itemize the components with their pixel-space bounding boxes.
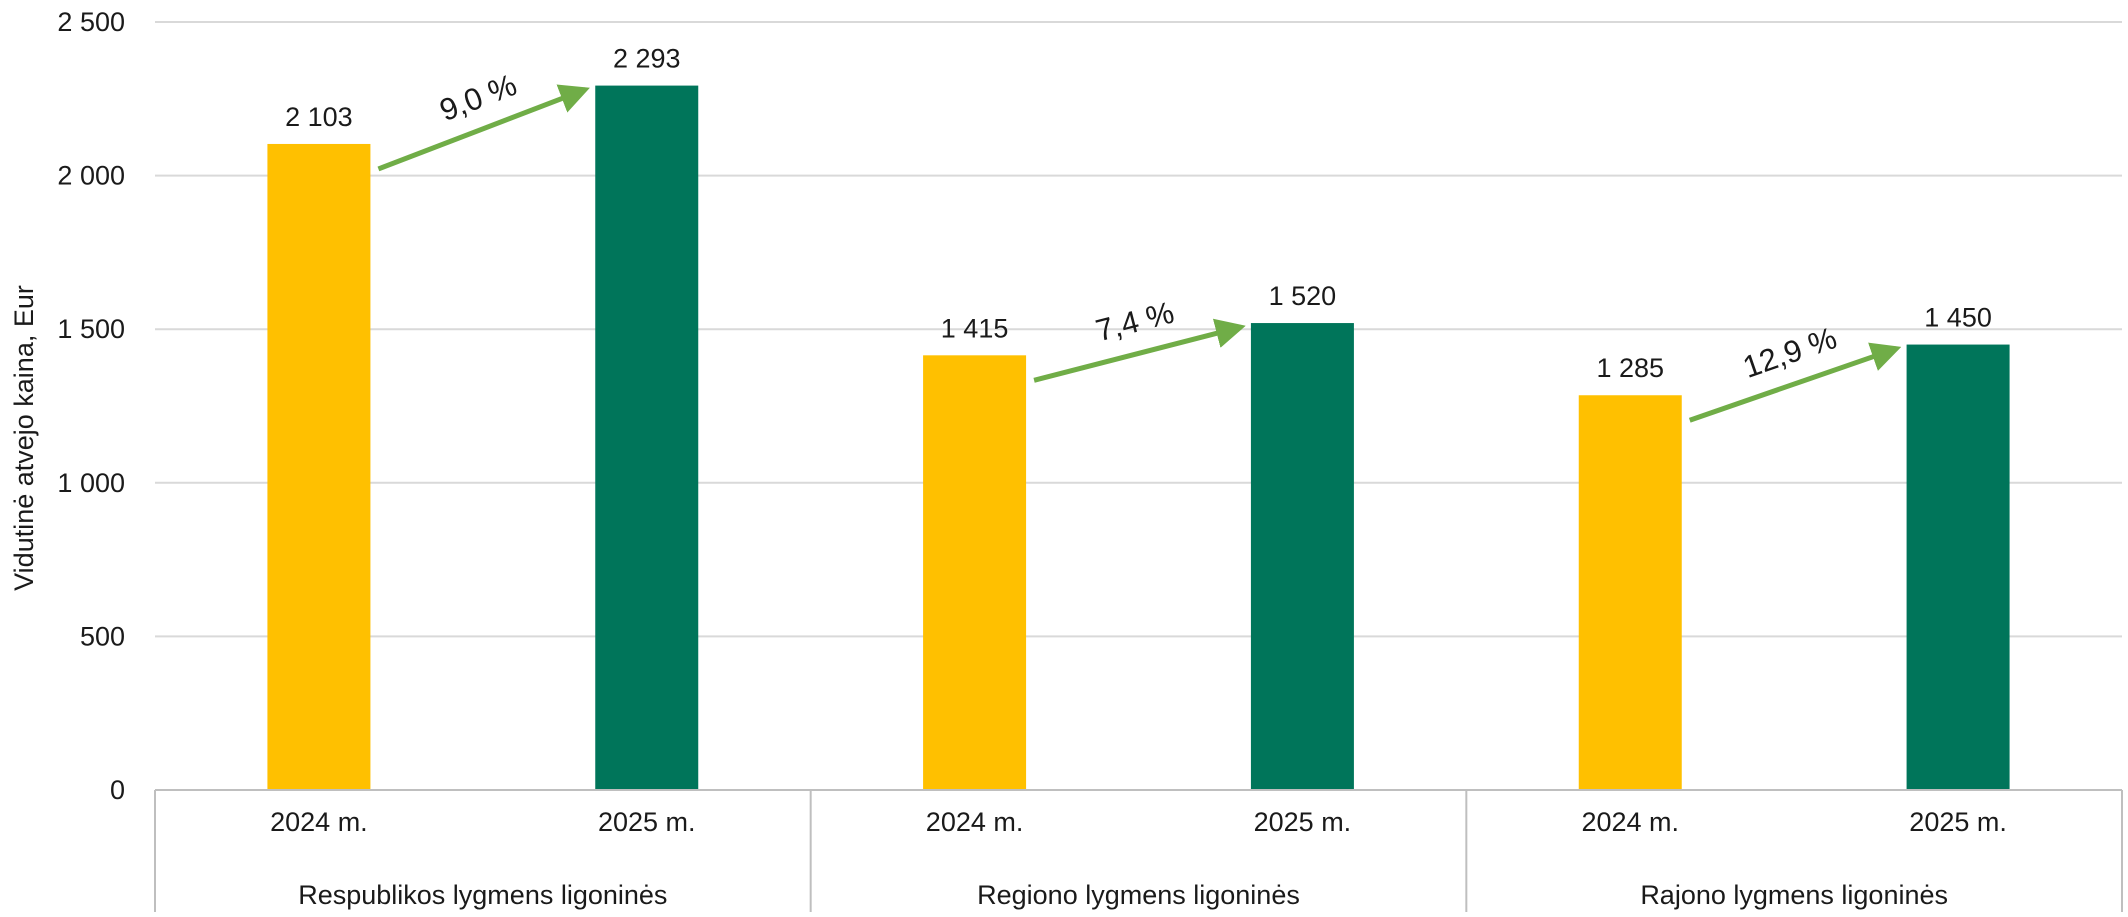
y-tick-label: 1 500: [57, 314, 125, 344]
x-tick-label: 2024 m.: [1581, 807, 1679, 837]
axes: 0 500 1 000 1 500 2 000 2 500 2024 m. 2025 m. Re…: [57, 7, 2123, 912]
bar-value-label: 2 103: [285, 102, 353, 132]
change-arrows: 9,0 %7,4 % 12,9 %: [377, 67, 1902, 423]
bar-value-label: 1 285: [1596, 353, 1664, 383]
bar: [1906, 344, 2010, 790]
bar: [923, 355, 1027, 790]
x-tick-label: 2025 m.: [1909, 807, 2007, 837]
change-arrow: [377, 84, 590, 172]
change-arrow: [1033, 318, 1246, 383]
group-label: Respublikos lygmens ligoninės: [298, 880, 667, 910]
y-tick-label: 2 500: [57, 7, 125, 37]
change-arrow: [1688, 342, 1902, 423]
x-tick-label: 2024 m.: [926, 807, 1024, 837]
bar: [267, 143, 371, 791]
bar-value-label: 1 520: [1269, 281, 1337, 311]
x-tick-label: 2025 m.: [598, 807, 696, 837]
y-tick-label: 2 000: [57, 161, 125, 191]
bar: [1578, 395, 1682, 790]
bar-value-label: 1 450: [1924, 303, 1992, 333]
y-tick-label: 1 000: [57, 468, 125, 498]
group-label: Regiono lygmens ligoninės: [977, 880, 1300, 910]
y-tick-label: 500: [80, 621, 125, 651]
bar: [595, 85, 699, 791]
gridlines: [155, 21, 2122, 638]
y-tick-label: 0: [110, 775, 125, 805]
x-tick-label: 2025 m.: [1254, 807, 1352, 837]
x-tick-label: 2024 m.: [270, 807, 368, 837]
group-label: Rajono lygmens ligoninės: [1640, 880, 1948, 910]
bar: [1250, 323, 1354, 790]
bar-value-label: 2 293: [613, 44, 681, 74]
bar-value-label: 1 415: [941, 313, 1009, 343]
bars: [267, 85, 2010, 791]
y-axis-title: Vidutinė atvejo kaina, Eur: [9, 285, 39, 591]
change-label: 7,4 %: [1092, 295, 1178, 349]
data-labels: 2 103 2 293 1 415 1 520 1 285 1 450: [285, 44, 1992, 384]
